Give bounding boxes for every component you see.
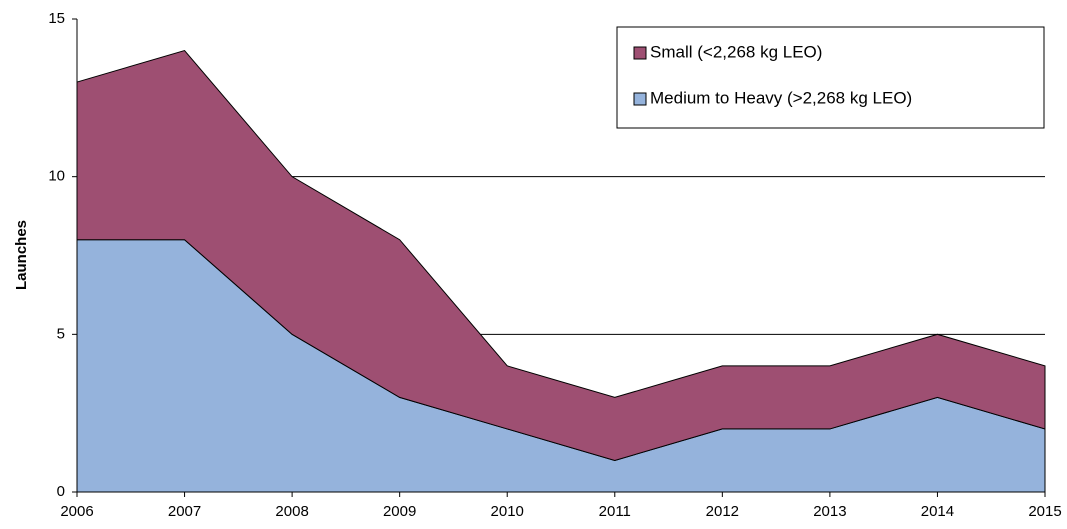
y-axis-label: Launches	[13, 220, 30, 290]
legend-swatch	[633, 46, 647, 60]
legend-label: Small (<2,268 kg LEO)	[650, 42, 822, 61]
x-tick-label: 2006	[60, 503, 93, 520]
legend-swatch	[633, 92, 647, 106]
x-tick-label: 2007	[168, 503, 201, 520]
y-tick-label: 15	[48, 10, 65, 27]
legend	[616, 26, 1045, 129]
x-tick-label: 2015	[1028, 503, 1061, 520]
x-tick-label: 2008	[275, 503, 308, 520]
x-tick-label: 2012	[706, 503, 739, 520]
axes: 0 5 10 15 2006 2007 2008 2009 2010 2011 2012 2013 20…	[48, 10, 1061, 520]
x-tick-label: 2011	[599, 503, 631, 520]
x-tick-label: 2013	[813, 503, 846, 520]
legend-label: Medium to Heavy (>2,268 kg LEO)	[650, 88, 912, 107]
y-tick-label: 5	[57, 325, 65, 342]
area	[76, 49, 1046, 461]
legend-items: Small (<2,268 kg LEO) Medium to Heavy (>2…	[633, 42, 912, 107]
x-tick-label: 2010	[491, 503, 524, 520]
y-tick-label: 10	[48, 168, 65, 185]
y-tick-label: 0	[57, 483, 65, 500]
x-tick-label: 2009	[383, 503, 416, 520]
x-tick-label: 2014	[921, 503, 954, 520]
